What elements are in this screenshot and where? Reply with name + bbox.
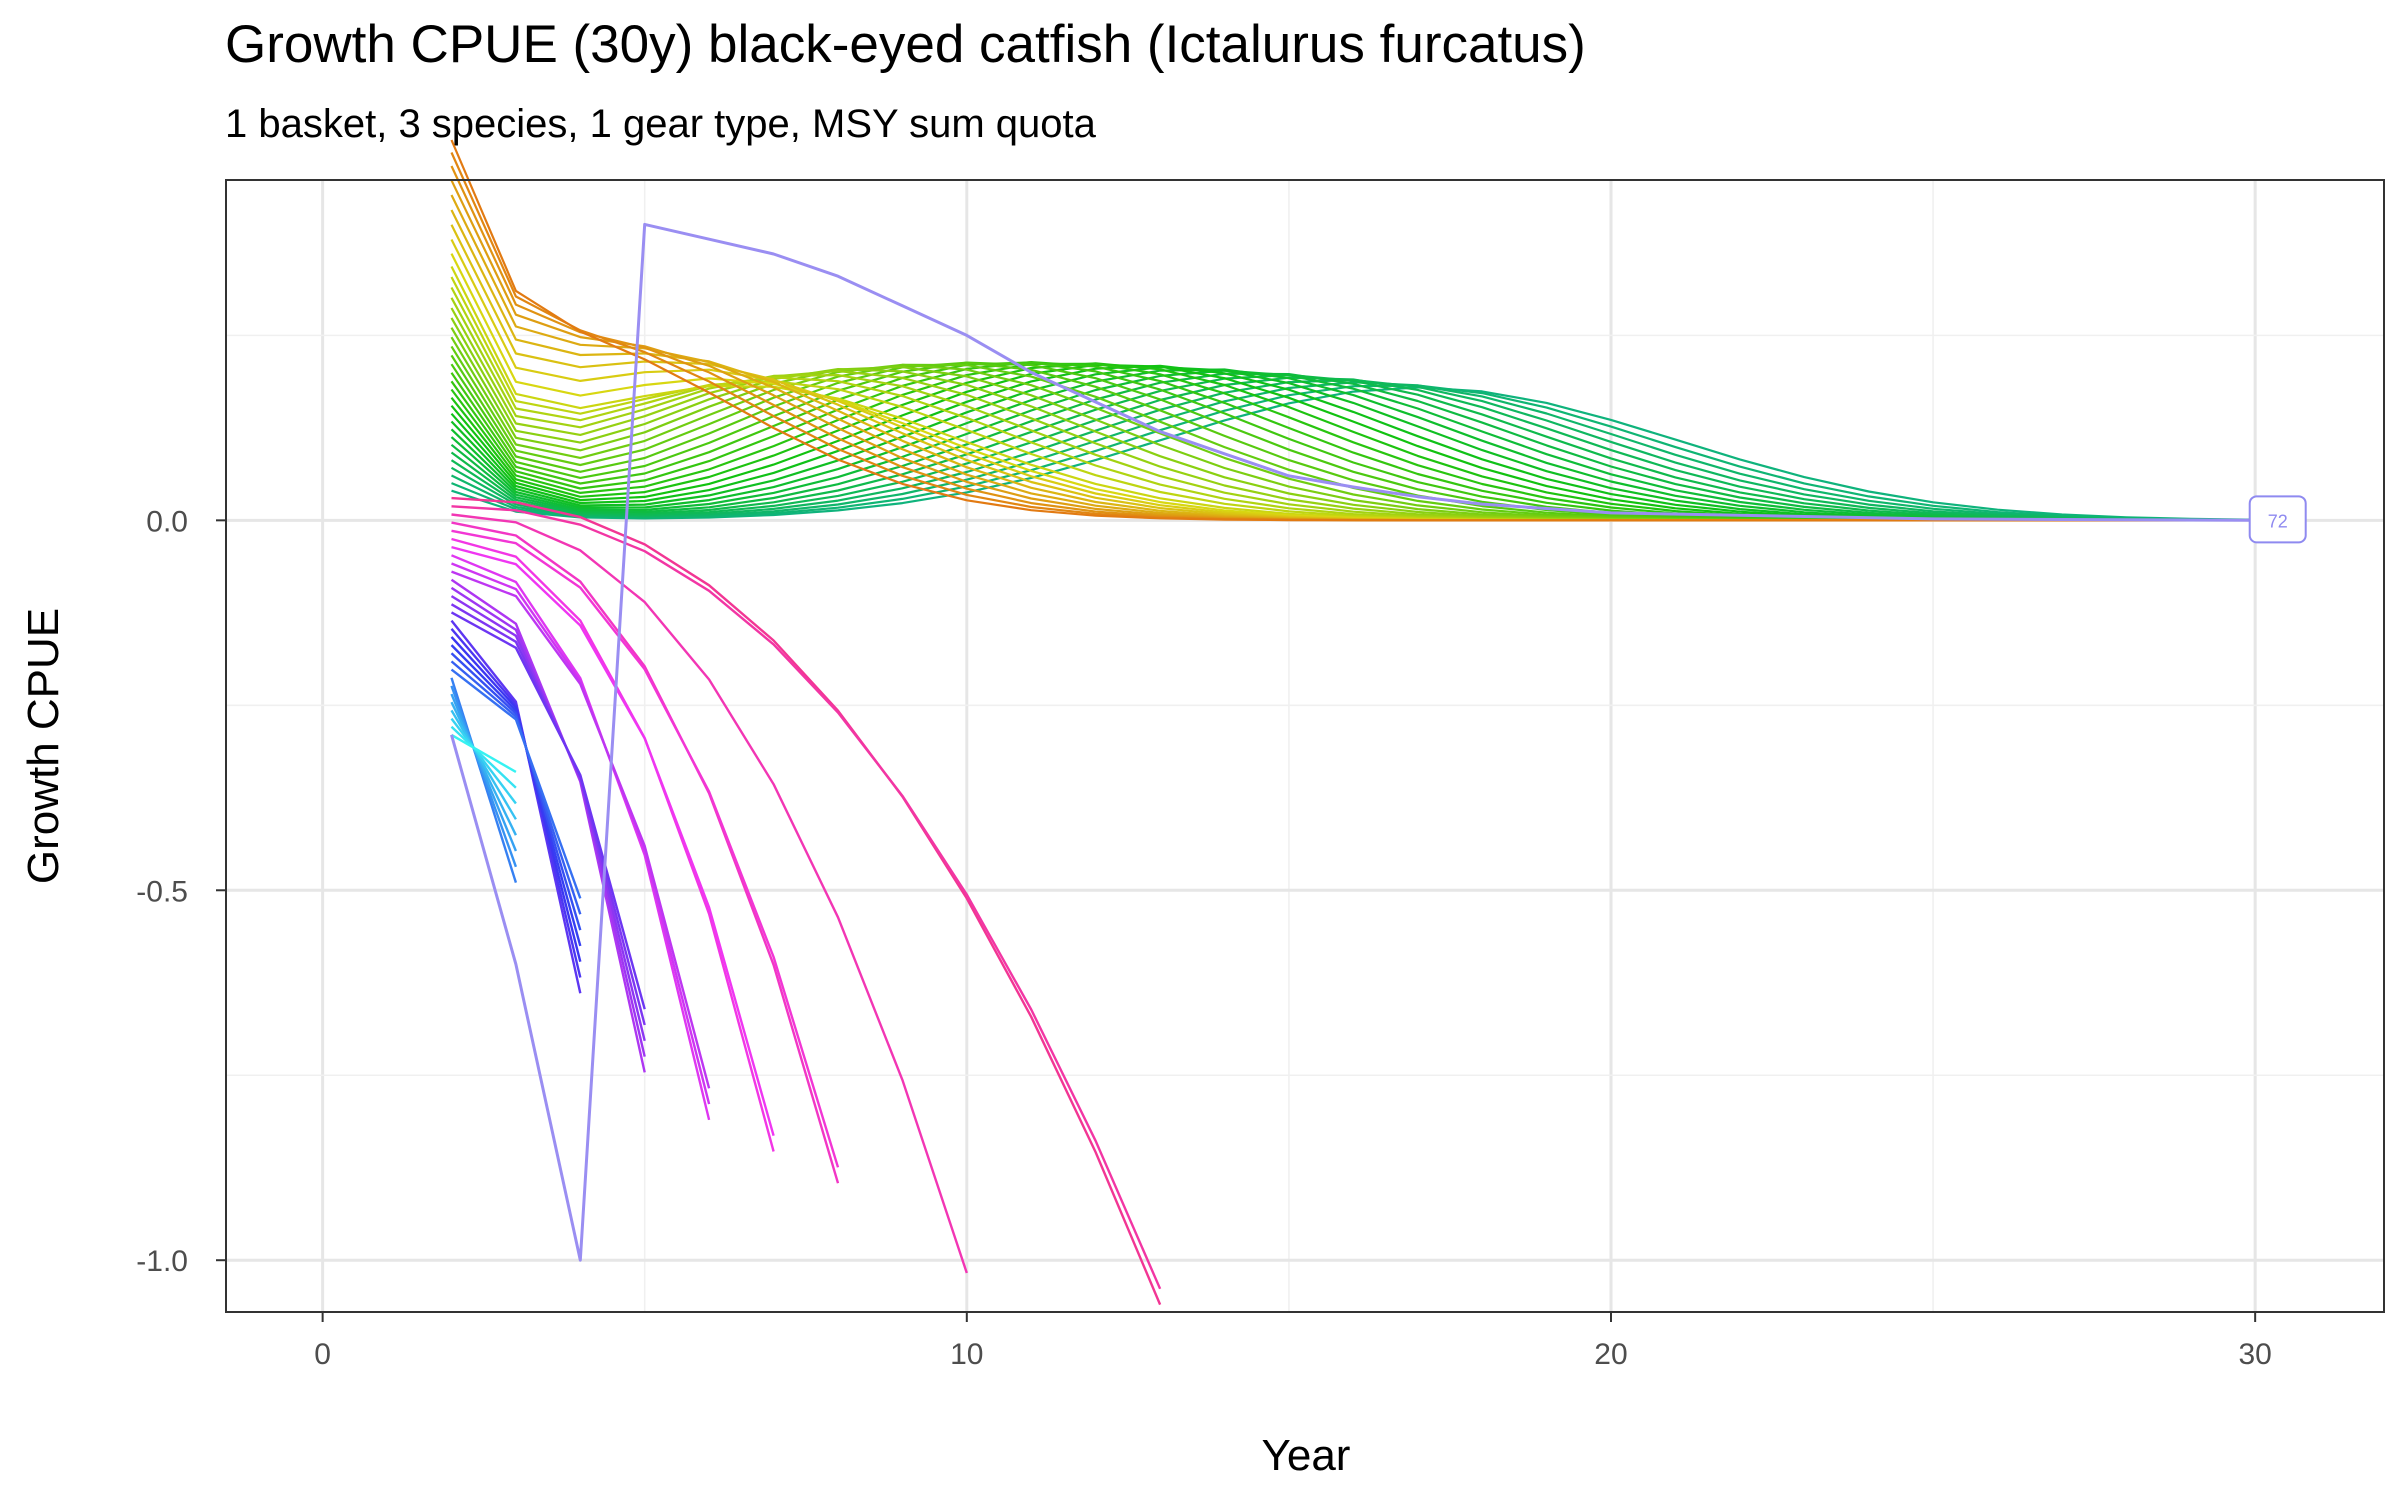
x-tick-label: 10 [950, 1338, 983, 1371]
series-line-collapse-28 [450, 725, 517, 789]
series-line-collapse-22 [450, 677, 518, 883]
x-axis-ticks: 0 10 20 30 [314, 1312, 2272, 1371]
series-line-collapse-18 [450, 644, 582, 947]
series-line-early-33 [450, 165, 2256, 522]
series-line-collapse-14 [450, 611, 646, 1010]
series-line-collapse-9 [451, 570, 711, 1089]
series-line-collapse-17 [450, 636, 582, 962]
series-line-collapse-2 [451, 513, 968, 1274]
series-line-collapse-23 [450, 685, 518, 868]
series-line-collapse-5 [451, 537, 775, 1152]
series-line-collapse-20 [450, 660, 582, 915]
chart-subtitle: 1 basket, 3 species, 1 gear type, MSY su… [225, 102, 1097, 146]
x-tick-label: 20 [1594, 1338, 1627, 1371]
x-axis-title: Year [1262, 1431, 1351, 1480]
series-line-collapse-6 [451, 545, 775, 1137]
series-line-early-4 [450, 376, 2256, 522]
y-axis-ticks: 0.0 -0.5 -1.0 [136, 505, 226, 1278]
y-tick-label: -0.5 [136, 875, 188, 908]
y-tick-label: -1.0 [136, 1245, 188, 1278]
series-lines [450, 139, 2256, 1306]
end-label-text: 72 [2268, 511, 2288, 531]
x-tick-label: 0 [314, 1338, 331, 1371]
x-tick-label: 30 [2238, 1338, 2271, 1371]
series-line-early-2 [451, 381, 2256, 522]
gridlines [226, 180, 2384, 1312]
series-line-collapse-24 [450, 693, 518, 852]
series-line-collapse-29 [450, 733, 517, 773]
series-line-collapse-7 [451, 554, 711, 1121]
series-line-collapse-27 [450, 717, 517, 805]
series-line-collapse-25 [450, 701, 517, 836]
series-line-collapse-26 [450, 709, 517, 820]
series-line-early-5 [450, 373, 2256, 522]
series-line-collapse-8 [451, 562, 711, 1105]
series-line-collapse-4 [451, 529, 840, 1168]
series-line-collapse-3 [451, 521, 840, 1184]
series-line-collapse-21 [450, 668, 582, 899]
series-line-collapse-15 [450, 619, 582, 994]
series-line-early-1 [451, 384, 2256, 521]
chart-title: Growth CPUE (30y) black-eyed catfish (Ic… [225, 15, 1586, 74]
series-line-early-26 [450, 266, 2256, 522]
plot-border [225, 179, 2385, 1313]
series-line-highlighted [450, 222, 2256, 1262]
series-line-early-32 [450, 179, 2256, 522]
end-label-rect [2248, 495, 2307, 544]
series-line-collapse-16 [450, 628, 582, 978]
series-line-collapse-0 [451, 496, 1162, 1306]
series-line-collapse-19 [450, 652, 582, 931]
series-line-collapse-1 [451, 505, 1162, 1290]
series-line-early-0 [451, 386, 2256, 521]
y-axis-title: Growth CPUE [19, 608, 68, 884]
end-label-box: 72 [2248, 495, 2307, 544]
y-tick-label: 0.0 [146, 505, 188, 538]
